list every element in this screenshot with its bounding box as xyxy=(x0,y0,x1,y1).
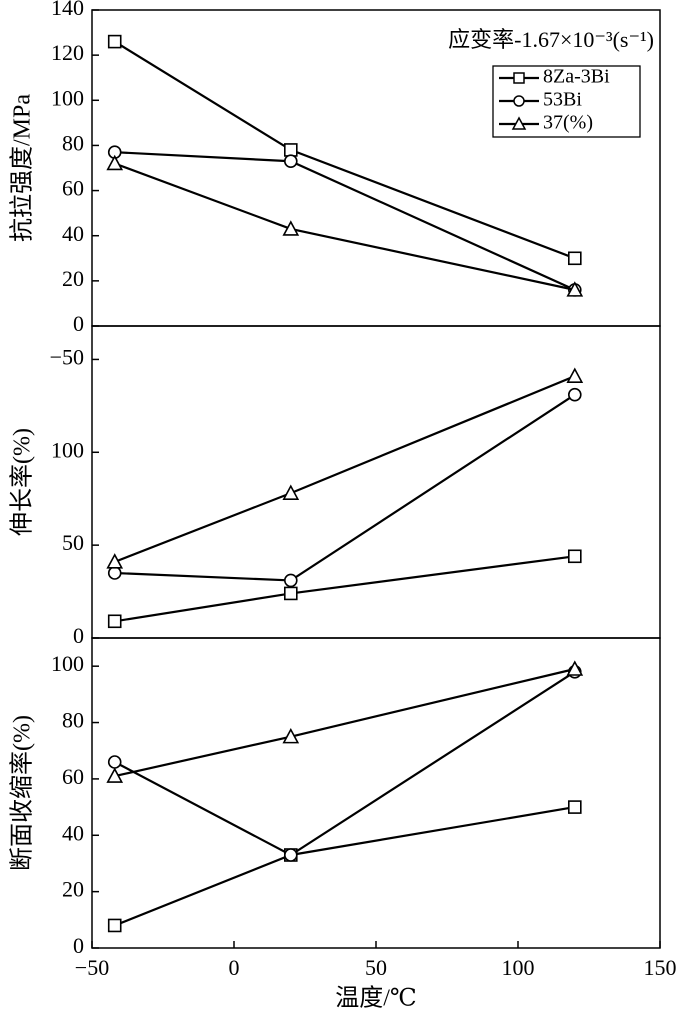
series-line xyxy=(114,375,576,563)
y-tick-label: 120 xyxy=(51,40,84,65)
series-line xyxy=(114,806,575,927)
y-tick-label: 140 xyxy=(51,0,84,20)
y-tick-label: 0 xyxy=(73,623,84,648)
marker xyxy=(107,755,122,769)
marker xyxy=(566,281,584,297)
y-tick-label: 50 xyxy=(62,530,84,555)
y-tick-label: 80 xyxy=(62,130,84,155)
series-line xyxy=(114,162,576,291)
marker xyxy=(283,154,298,169)
legend-marker xyxy=(513,95,525,107)
marker xyxy=(107,34,122,49)
marker xyxy=(283,143,298,157)
marker xyxy=(106,767,124,783)
marker xyxy=(566,367,584,383)
marker xyxy=(567,387,582,402)
y-tick-label: 0 xyxy=(73,933,84,958)
y-tick-label: 100 xyxy=(51,85,84,110)
marker xyxy=(567,251,582,266)
marker xyxy=(282,727,300,744)
x-tick-label: 0 xyxy=(229,955,240,980)
marker xyxy=(282,484,300,500)
plot-frame xyxy=(91,9,661,327)
y-tick-label: 60 xyxy=(62,764,84,789)
legend-label: 53Bi xyxy=(543,89,582,111)
y-tick-label: 60 xyxy=(62,176,84,201)
marker xyxy=(107,566,122,580)
x-tick-label: 150 xyxy=(644,955,677,980)
series-line xyxy=(114,667,576,778)
legend-marker xyxy=(513,72,525,84)
y-tick-label: 20 xyxy=(62,877,84,902)
marker xyxy=(106,154,124,171)
marker xyxy=(107,614,122,629)
y-tick-label: 0 xyxy=(73,311,84,336)
marker xyxy=(283,573,298,588)
marker xyxy=(567,800,582,814)
y-axis-label: 抗拉强度/MPa xyxy=(9,94,36,242)
marker xyxy=(567,549,582,564)
series-line xyxy=(114,151,576,291)
marker xyxy=(566,660,584,676)
y-tick-label: 80 xyxy=(62,708,84,733)
legend-marker xyxy=(513,72,525,84)
annotation: 应变率-1.67×10⁻³(s⁻¹) xyxy=(448,27,654,52)
y-tick-label: 40 xyxy=(62,221,84,246)
legend-label: 37(%) xyxy=(543,112,593,134)
y-tick-label: 100 xyxy=(51,437,84,462)
series-line xyxy=(114,555,575,623)
y-tick-label: 20 xyxy=(62,266,84,291)
marker xyxy=(282,220,300,236)
marker xyxy=(283,586,298,601)
x-tick-label: 100 xyxy=(502,955,535,980)
x-tick-label: −50 xyxy=(75,955,109,980)
marker xyxy=(106,553,124,569)
legend-marker xyxy=(511,116,527,130)
marker xyxy=(283,848,298,862)
y-tick-label: 40 xyxy=(62,820,84,845)
y-axis-label: 断面收缩率(%) xyxy=(9,715,36,871)
series-line xyxy=(114,670,576,857)
y-tick-label: −50 xyxy=(50,344,84,369)
series-line xyxy=(114,393,576,582)
legend-label: 8Za-3Bi xyxy=(543,66,610,88)
x-axis-label: 温度/℃ xyxy=(335,985,417,1012)
y-tick-label: 100 xyxy=(51,651,84,676)
y-axis-label: 伸长率(%) xyxy=(9,428,36,536)
legend-marker xyxy=(511,116,527,130)
x-tick-label: 50 xyxy=(365,955,387,980)
legend-marker xyxy=(513,95,525,107)
marker xyxy=(107,918,122,933)
